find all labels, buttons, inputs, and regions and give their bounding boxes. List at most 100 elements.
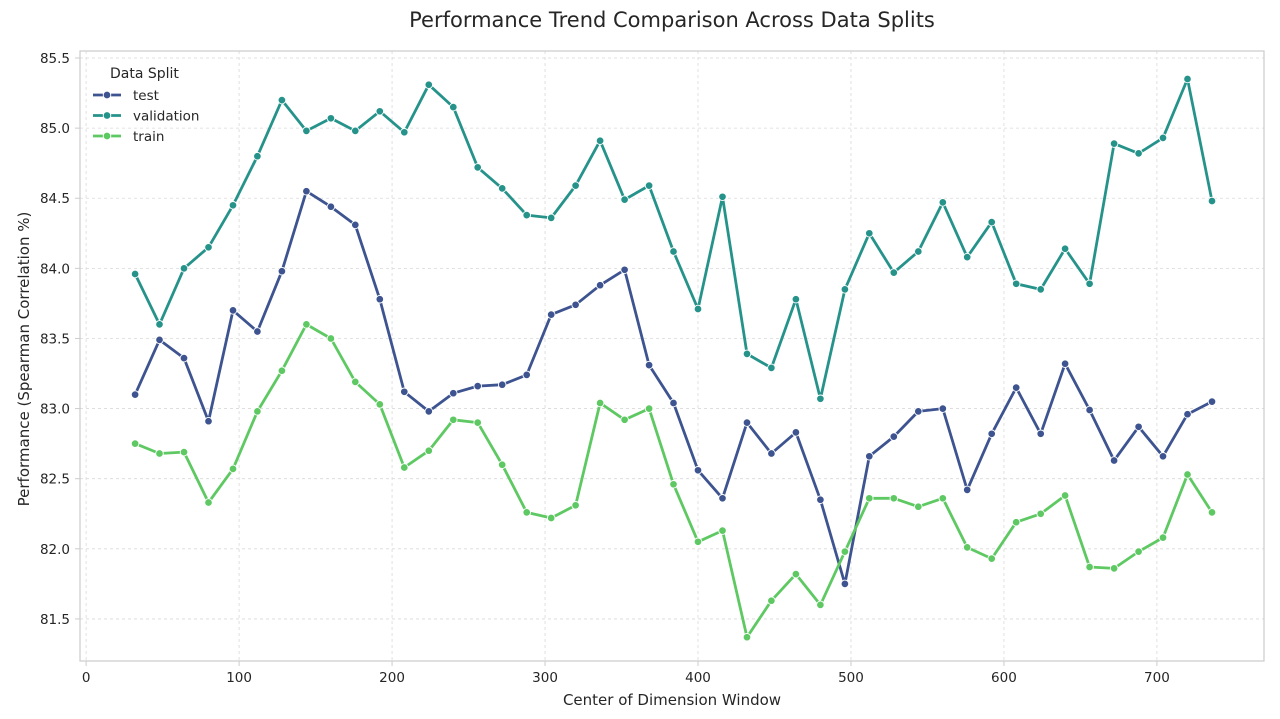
data-point-validation	[155, 320, 164, 329]
data-point-train	[302, 320, 311, 329]
legend-marker	[102, 131, 112, 141]
data-point-train	[914, 502, 923, 511]
y-tick-label: 82.0	[40, 542, 70, 558]
data-point-validation	[620, 195, 629, 204]
data-point-train	[889, 494, 899, 503]
data-point-validation	[693, 304, 703, 314]
data-point-test	[302, 186, 311, 196]
data-point-test	[889, 432, 899, 441]
data-point-validation	[1158, 133, 1168, 143]
series-line-validation	[133, 77, 1214, 401]
data-point-test	[1036, 429, 1045, 439]
data-point-test	[718, 494, 727, 503]
data-point-test	[938, 404, 948, 413]
y-tick-label: 81.5	[40, 612, 70, 628]
data-point-validation	[449, 102, 458, 112]
data-point-test	[1060, 359, 1070, 368]
data-point-test	[473, 381, 482, 391]
data-point-validation	[644, 181, 654, 190]
data-point-validation	[497, 184, 507, 193]
chart-title: Performance Trend Comparison Across Data…	[409, 8, 935, 32]
data-point-test	[375, 294, 385, 304]
data-point-test	[424, 407, 434, 416]
data-point-train	[400, 463, 409, 472]
legend-item-validation: validation	[93, 109, 199, 125]
y-tick-label: 83.0	[40, 402, 70, 418]
data-point-train	[375, 400, 385, 409]
data-point-validation	[791, 294, 801, 304]
data-point-validation	[546, 213, 556, 223]
data-point-train	[669, 480, 678, 489]
data-point-validation	[595, 136, 605, 145]
data-point-test	[400, 387, 409, 397]
x-tick-label: 200	[379, 670, 405, 686]
data-point-validation	[253, 151, 262, 161]
data-point-validation	[375, 107, 385, 116]
data-point-test	[791, 428, 801, 437]
data-point-train	[1036, 509, 1045, 519]
data-point-train	[865, 494, 874, 503]
data-point-test	[1183, 409, 1192, 419]
data-point-train	[277, 366, 287, 375]
data-point-train	[179, 447, 189, 457]
y-tick-label: 83.5	[40, 331, 70, 347]
data-point-train	[1060, 491, 1070, 500]
data-point-train	[130, 439, 140, 448]
series-lines	[130, 74, 1217, 642]
data-point-test	[497, 380, 507, 389]
data-point-train	[816, 600, 825, 610]
data-point-test	[155, 335, 164, 345]
data-point-validation	[1085, 279, 1094, 289]
data-point-validation	[522, 210, 531, 220]
data-point-train	[497, 460, 507, 469]
data-point-validation	[767, 363, 776, 373]
data-point-validation	[718, 192, 727, 202]
y-axis-label: Performance (Spearman Correlation %)	[15, 212, 33, 507]
data-point-validation	[204, 243, 213, 252]
data-point-train	[449, 415, 458, 425]
data-point-validation	[914, 247, 923, 256]
x-tick-label: 600	[991, 670, 1017, 686]
data-point-train	[351, 377, 360, 387]
data-point-train	[546, 513, 556, 523]
data-point-validation	[179, 264, 189, 273]
legend-label: test	[133, 88, 159, 104]
data-point-test	[253, 327, 262, 336]
data-point-validation	[987, 217, 996, 227]
data-point-validation	[938, 198, 948, 207]
data-point-test	[204, 416, 213, 426]
legend-item-test: test	[93, 88, 159, 104]
data-point-train	[228, 464, 238, 474]
axis-ticks: 0 100 200 300 400 500 600 700 81.5 82.0 82.5 83.0 83…	[40, 51, 1170, 686]
data-point-validation	[326, 114, 336, 123]
data-point-test	[914, 407, 923, 416]
data-point-test	[449, 388, 458, 398]
data-point-validation	[228, 201, 238, 210]
data-point-test	[1085, 405, 1094, 415]
plot-frame	[79, 50, 1265, 662]
data-point-test	[179, 353, 189, 363]
data-point-validation	[1207, 196, 1217, 206]
data-point-test	[130, 390, 140, 399]
x-tick-label: 300	[532, 670, 558, 686]
data-point-train	[1134, 547, 1143, 556]
data-point-test	[1134, 422, 1143, 432]
legend-label: train	[133, 129, 164, 145]
data-point-test	[620, 265, 629, 275]
legend-marker	[102, 111, 112, 120]
data-point-validation	[1060, 244, 1070, 253]
x-axis-label: Center of Dimension Window	[563, 691, 781, 709]
data-point-validation	[840, 285, 850, 294]
data-point-train	[1109, 564, 1119, 573]
data-point-validation	[669, 247, 678, 256]
data-point-test	[693, 466, 703, 475]
data-point-test	[571, 300, 580, 310]
data-point-train	[1183, 470, 1192, 479]
data-point-validation	[742, 349, 752, 359]
data-point-validation	[1036, 285, 1045, 294]
data-point-train	[571, 501, 580, 510]
data-point-train	[522, 508, 531, 517]
data-point-train	[326, 334, 336, 343]
data-point-validation	[277, 95, 287, 105]
